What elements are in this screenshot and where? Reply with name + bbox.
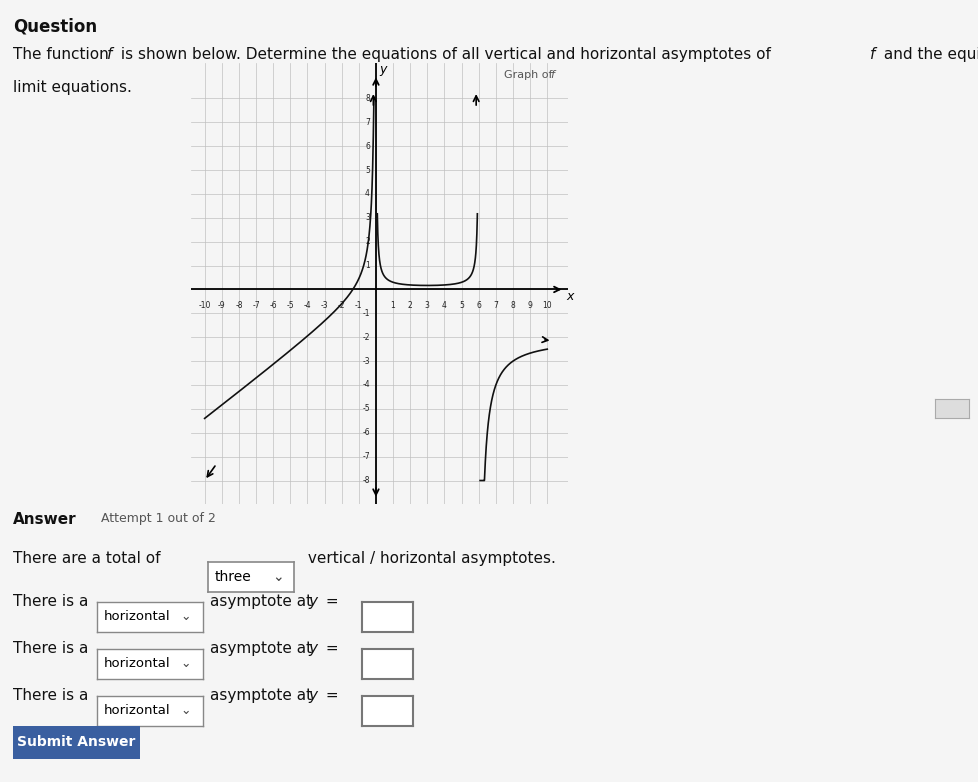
Text: horizontal: horizontal [103, 658, 170, 670]
Text: limit equations.: limit equations. [13, 80, 131, 95]
Text: three: three [214, 570, 251, 584]
Text: The function: The function [13, 47, 113, 62]
Text: Submit Answer: Submit Answer [18, 735, 135, 749]
Text: 4: 4 [442, 301, 446, 310]
Text: ⌄: ⌄ [180, 611, 191, 623]
Text: asymptote at: asymptote at [210, 641, 312, 656]
Text: -7: -7 [252, 301, 259, 310]
Text: -3: -3 [362, 357, 370, 366]
Text: 5: 5 [365, 166, 370, 174]
Text: Question: Question [13, 17, 97, 35]
Text: -1: -1 [362, 309, 370, 317]
Text: y: y [308, 641, 317, 656]
Text: -10: -10 [199, 301, 210, 310]
Text: -4: -4 [362, 381, 370, 389]
Text: y: y [308, 594, 317, 609]
Text: -3: -3 [321, 301, 328, 310]
Text: 2: 2 [365, 237, 370, 246]
Text: -7: -7 [362, 452, 370, 461]
Text: asymptote at: asymptote at [210, 594, 312, 609]
Text: -5: -5 [287, 301, 293, 310]
Text: -1: -1 [355, 301, 362, 310]
Text: horizontal: horizontal [103, 705, 170, 717]
Text: There is a: There is a [13, 641, 88, 656]
Text: -8: -8 [235, 301, 243, 310]
Text: -2: -2 [362, 332, 370, 342]
Text: f: f [107, 47, 111, 62]
Text: ⌄: ⌄ [180, 658, 191, 670]
Text: f: f [869, 47, 874, 62]
Text: 3: 3 [365, 213, 370, 222]
Text: and the equivalent: and the equivalent [878, 47, 978, 62]
Text: 6: 6 [365, 142, 370, 151]
Text: f: f [550, 70, 554, 80]
Text: -6: -6 [362, 429, 370, 437]
Text: is shown below. Determine the equations of all vertical and horizontal asymptote: is shown below. Determine the equations … [115, 47, 775, 62]
Text: Graph of: Graph of [504, 70, 556, 80]
Text: vertical / horizontal asymptotes.: vertical / horizontal asymptotes. [303, 551, 556, 566]
Text: 7: 7 [493, 301, 498, 310]
Text: 6: 6 [476, 301, 480, 310]
Text: asymptote at: asymptote at [210, 688, 312, 703]
Text: 5: 5 [459, 301, 464, 310]
Text: Attempt 1 out of 2: Attempt 1 out of 2 [93, 512, 216, 526]
Text: 4: 4 [365, 189, 370, 199]
Text: ⌄: ⌄ [272, 570, 284, 584]
Text: There are a total of: There are a total of [13, 551, 160, 566]
Text: =: = [321, 594, 338, 609]
Text: 2: 2 [408, 301, 412, 310]
Text: horizontal: horizontal [103, 611, 170, 623]
Text: =: = [321, 641, 338, 656]
Text: There is a: There is a [13, 594, 88, 609]
Text: =: = [321, 688, 338, 703]
Text: 1: 1 [365, 261, 370, 270]
Text: -8: -8 [362, 476, 370, 485]
Text: 1: 1 [390, 301, 395, 310]
Text: -9: -9 [218, 301, 225, 310]
Text: There is a: There is a [13, 688, 88, 703]
Text: x: x [565, 290, 573, 303]
Text: -4: -4 [303, 301, 311, 310]
Text: 3: 3 [424, 301, 429, 310]
Text: -6: -6 [269, 301, 277, 310]
Text: ⌄: ⌄ [180, 705, 191, 717]
Text: 8: 8 [511, 301, 514, 310]
Text: Answer: Answer [13, 512, 76, 527]
Text: -5: -5 [362, 404, 370, 414]
Text: 9: 9 [527, 301, 532, 310]
Text: 7: 7 [365, 118, 370, 127]
Text: 8: 8 [365, 94, 370, 103]
Text: 10: 10 [542, 301, 552, 310]
Text: -2: -2 [337, 301, 345, 310]
Text: y: y [378, 63, 386, 76]
Text: y: y [308, 688, 317, 703]
